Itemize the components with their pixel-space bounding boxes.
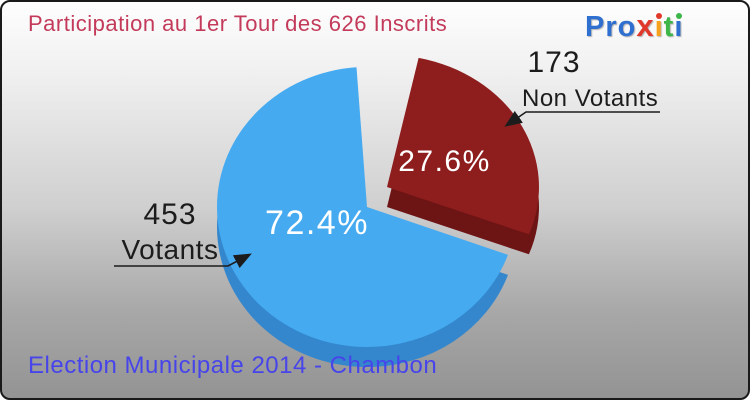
pie-slice-votants [217,67,508,348]
logo-letter-o: o [617,11,637,43]
election-caption: Election Municipale 2014 - Chambon [28,352,438,379]
logo-letter-i2: ı [674,11,684,43]
pie-slice-nonvotants [387,57,539,235]
logo-letter-i1: ı [654,11,664,43]
nonvotants-label: Non Votants [522,85,659,112]
nonvotants-count: 173 [527,46,581,79]
logo-letter-p: P [585,11,606,43]
logo-letter-t: t [663,11,675,43]
proxiti-logo[interactable]: Proxı tı [585,8,683,48]
logo-letter-x: x [636,8,655,43]
votants-percentage: 72.4% [265,204,369,242]
nonvotants-callout-arrow [504,110,660,127]
votants-label: Votants [121,234,219,265]
logo-letter-r: r [605,11,618,43]
logo-dot-red [656,13,663,19]
nonvotants-percentage: 27.6% [398,145,491,178]
logo-dot-green [675,13,682,19]
votants-count: 453 [143,198,197,231]
chart-title: Participation au 1er Tour des 626 Inscri… [28,11,448,36]
votants-callout-arrow [114,253,252,269]
